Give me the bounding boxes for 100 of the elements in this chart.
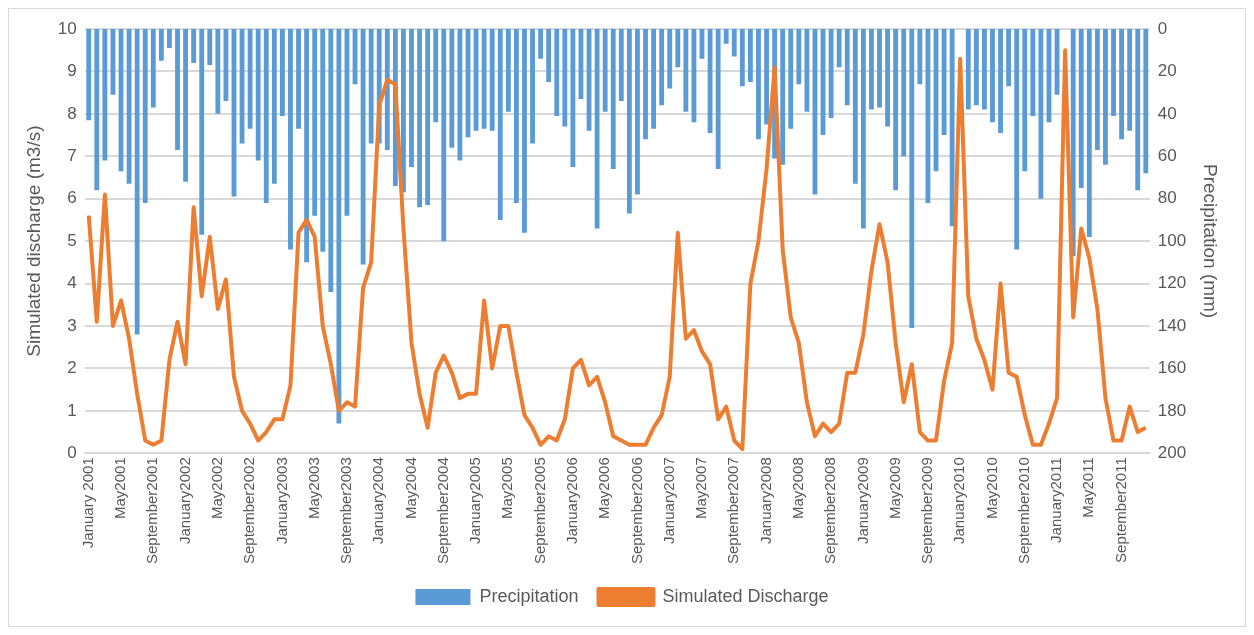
bar <box>747 29 753 83</box>
y2-tick-label: 200 <box>1157 442 1187 462</box>
bar <box>949 29 955 227</box>
x-tick-label: January2011 <box>1047 457 1065 543</box>
bar <box>312 29 318 216</box>
bar <box>530 29 535 144</box>
bar <box>513 29 519 203</box>
bar <box>183 29 188 182</box>
bar <box>449 29 455 148</box>
bar <box>102 29 108 161</box>
bar <box>1006 29 1012 87</box>
bar <box>497 29 503 220</box>
bar <box>828 29 834 119</box>
y-tick-label: 0 <box>67 442 77 462</box>
bar <box>304 29 310 263</box>
x-tick-label: September2011 <box>1111 457 1129 563</box>
x-tick-label: January2003 <box>272 457 290 544</box>
x-tick-label: September2010 <box>1014 457 1032 565</box>
bar <box>481 29 487 129</box>
bar <box>659 29 665 106</box>
bar <box>271 29 277 184</box>
x-tick-label: January2004 <box>369 457 387 544</box>
bar <box>844 29 850 106</box>
y2-tick-label: 0 <box>1157 18 1168 38</box>
bar <box>635 29 640 195</box>
bar <box>715 29 721 170</box>
x-tick-label: January2005 <box>466 457 484 544</box>
bar <box>433 29 439 123</box>
bar <box>199 29 205 235</box>
legend-label: Simulated Discharge <box>662 585 829 606</box>
y-tick-label: 4 <box>67 273 77 293</box>
bar <box>1014 29 1020 250</box>
bar <box>594 29 600 229</box>
bar <box>901 29 907 157</box>
bar <box>626 29 632 214</box>
x-tick-label: May2008 <box>788 457 806 519</box>
bar <box>546 29 552 83</box>
bar <box>804 29 810 112</box>
bar <box>401 29 406 193</box>
bar <box>554 29 560 116</box>
x-tick-label: January2010 <box>950 457 968 544</box>
y-tick-label: 2 <box>67 358 77 378</box>
bar <box>255 29 261 161</box>
x-tick-label: September2006 <box>627 457 645 565</box>
bar <box>86 29 92 121</box>
bar <box>1111 29 1116 116</box>
y2-tick-label: 180 <box>1157 400 1187 420</box>
bar <box>1022 29 1028 172</box>
x-tick-label: September2007 <box>724 457 742 565</box>
x-tick-label: September2005 <box>530 457 548 565</box>
bar <box>126 29 132 184</box>
bar <box>425 29 431 206</box>
x-tick-label: May2002 <box>207 457 225 519</box>
bar <box>134 29 140 335</box>
bar <box>788 29 794 129</box>
x-tick-label: September2003 <box>337 457 355 565</box>
x-tick-label: May2003 <box>304 457 322 519</box>
bar <box>384 29 390 150</box>
bar <box>756 29 761 140</box>
bar <box>683 29 689 112</box>
x-tick-label: May2007 <box>692 457 710 519</box>
bar <box>320 29 326 252</box>
x-tick-label: September2002 <box>240 457 258 565</box>
bar <box>723 29 729 44</box>
bar <box>562 29 568 127</box>
bar <box>651 29 657 129</box>
bar <box>409 29 414 167</box>
bar <box>877 29 882 108</box>
bar <box>1094 29 1100 150</box>
bar <box>885 29 891 127</box>
bar <box>1119 29 1125 140</box>
bar <box>150 29 156 108</box>
bar <box>441 29 447 242</box>
x-tick-label: May2005 <box>498 457 516 519</box>
x-tick-label: May2004 <box>401 457 419 519</box>
bar <box>909 29 915 329</box>
bar <box>860 29 866 229</box>
x-tick-label: September2008 <box>821 457 839 565</box>
x-tick-label: May2006 <box>595 457 613 519</box>
y2-tick-label: 60 <box>1157 145 1177 165</box>
bar <box>990 29 995 123</box>
bar <box>207 29 213 66</box>
bar <box>223 29 229 102</box>
y2-axis-title: Precipitation (mm) <box>1200 164 1222 319</box>
bar <box>1103 29 1108 165</box>
x-tick-label: January 2001 <box>78 457 96 549</box>
y2-tick-label: 140 <box>1157 315 1187 335</box>
bar <box>288 29 293 250</box>
bar <box>360 29 366 265</box>
y2-tick-label: 100 <box>1157 230 1187 250</box>
bar <box>917 29 923 85</box>
bar <box>538 29 544 59</box>
bar <box>328 29 334 293</box>
x-tick-label: January2009 <box>853 457 871 544</box>
bar <box>1135 29 1141 191</box>
y2-tick-label: 120 <box>1157 273 1187 293</box>
bar <box>263 29 269 203</box>
x-tick-label: May2009 <box>885 457 903 519</box>
x-tick-label: September2001 <box>143 457 161 565</box>
bar <box>602 29 608 112</box>
